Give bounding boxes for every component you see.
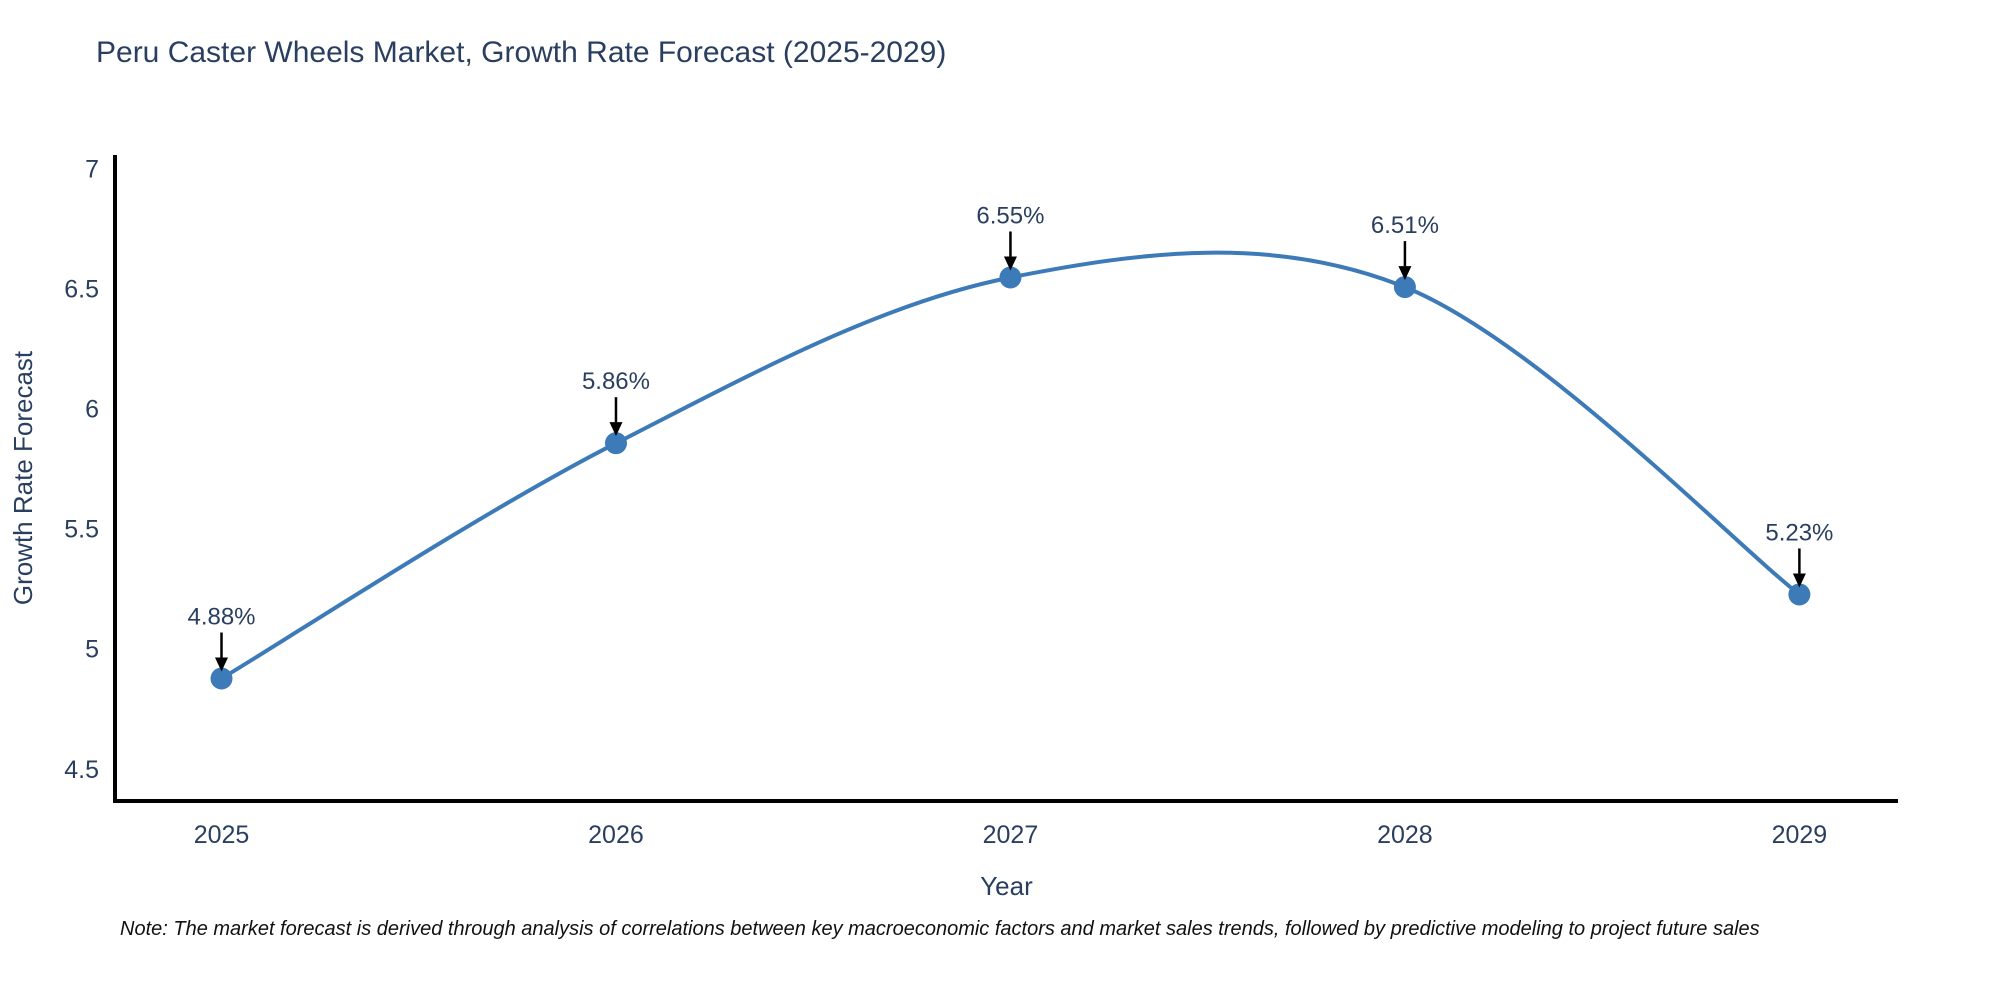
annotation-arrowhead [1003,256,1017,271]
y-tick-label: 6.5 [64,275,99,303]
trend-line [219,250,1802,681]
x-tick-label: 2026 [588,821,644,849]
data-point-label: 6.55% [976,202,1044,229]
data-point-marker [210,667,233,690]
data-point-marker [1788,583,1811,606]
data-point-marker [604,432,627,455]
line-chart: 4.5 5 5.5 6 6.5 7 2025 2026 2027 2028 2029 Year Grow… [8,155,1898,901]
x-tick-label: 2028 [1377,821,1433,849]
x-tick-label: 2025 [194,821,250,849]
y-tick-label: 5.5 [64,516,99,544]
annotation-arrowhead [609,422,623,437]
y-tick-label: 6 [85,396,99,424]
x-tick-label: 2027 [983,821,1039,849]
annotation-arrowhead [1792,573,1806,588]
data-point-marker [1393,276,1416,299]
annotation-arrowhead [215,657,229,672]
annotation-arrowhead [1398,266,1412,281]
y-tick-label: 7 [85,155,99,183]
data-point-label: 4.88% [187,604,255,631]
y-tick-label: 4.5 [64,756,99,784]
x-tick-label: 2029 [1772,821,1828,849]
data-point-label: 6.51% [1371,212,1439,239]
data-point-marker [999,266,1022,289]
data-point-label: 5.86% [582,368,650,395]
x-axis-title: Year [980,871,1033,901]
data-point-label: 5.23% [1765,519,1833,546]
y-axis-title: Growth Rate Forecast [8,350,38,605]
footnote: Note: The market forecast is derived thr… [120,918,1760,940]
y-tick-label: 5 [85,636,99,664]
chart-title: Peru Caster Wheels Market, Growth Rate F… [96,36,947,69]
